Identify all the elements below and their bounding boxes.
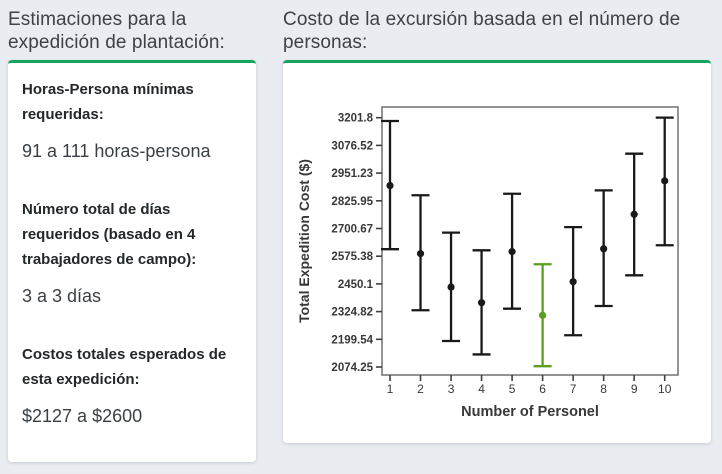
errorbar-personnel-3 [442,231,461,343]
person-hours-value: 91 a 111 horas-persona [22,141,211,161]
mean-point-4 [477,299,486,307]
y-tick-label: 2199.54 [331,334,373,346]
days-label: Número total de días requeridos (basado … [22,201,197,268]
estimates-panel-title: Estimaciones para la expedición de plant… [8,9,225,53]
days-value: 3 a 3 días [22,286,102,306]
errorbar-personnel-5 [503,192,522,310]
mean-point-9 [630,210,638,218]
y-axis-title: Total Expedition Cost ($) [296,159,312,323]
estimate-section-days: Número total de días requeridos (basado … [22,197,242,309]
x-tick-label: 5 [509,382,516,396]
y-tick-label: 3076.52 [331,140,373,152]
x-tick-label: 3 [448,382,455,396]
chart-card: 3201.8 3076.52 2951.23 2825.95 2700.67 2575.3… [283,60,711,443]
app-page: Estimaciones para la expedición de plant… [8,8,714,462]
estimates-column: Estimaciones para la expedición de plant… [8,8,256,462]
y-tick-label: 2575.38 [331,251,373,263]
mean-point-7 [569,278,577,286]
x-tick-label: 10 [658,382,672,396]
x-tick-label: 6 [539,382,546,396]
errorbar-personnel-7 [564,225,583,337]
y-tick-label: 3201.8 [338,113,374,125]
y-tick-label: 2951.23 [331,168,373,180]
errorbar-personnel-2 [411,194,430,312]
errorbar-personnel-1 [381,119,399,251]
x-tick-label: 2 [417,382,424,396]
mean-point-8 [600,245,608,253]
chart-column: Costo de la excursión basada en el númer… [283,8,711,462]
y-tick-label: 2324.82 [331,307,373,319]
mean-point-5 [508,248,516,256]
y-tick-label: 2825.95 [331,196,373,208]
errorbar-personnel-8 [594,189,613,308]
errorbar-personnel-4 [472,249,491,356]
x-axis-title: Number of Personel [461,404,599,420]
x-tick-label: 9 [631,382,638,396]
x-tick-label: 7 [570,382,577,396]
mean-point-3 [447,283,455,291]
x-tick-label: 1 [387,382,394,396]
chart-panel-title: Costo de la excursión basada en el númer… [283,9,681,53]
x-tick-label: 4 [478,382,485,396]
costs-value: $2127 a $2600 [22,406,143,426]
errorbar-personnel-9 [625,152,644,277]
y-tick-label: 2074.25 [331,362,373,374]
mean-point-6 [539,311,547,319]
expedition-cost-chart: 3201.8 3076.52 2951.23 2825.95 2700.67 2575.3… [296,106,679,420]
y-tick-label: 2700.67 [331,223,373,235]
errorbar-personnel-10 [655,116,674,247]
person-hours-label: Horas-Persona mínimas requeridas: [22,81,194,123]
y-tick-label: 2450.1 [338,279,374,291]
mean-point-1 [386,181,394,190]
plot-frame [381,106,679,376]
x-tick-label: 8 [600,382,607,396]
errorbar-personnel-6 [533,263,552,368]
estimate-section-person-hours: Horas-Persona mínimas requeridas: 91 a 1… [22,77,242,164]
estimates-card: Horas-Persona mínimas requeridas: 91 a 1… [8,60,256,462]
mean-point-10 [661,177,669,185]
estimate-section-costs: Costos totales esperados de esta expedic… [22,342,242,429]
mean-point-2 [416,250,425,258]
costs-label: Costos totales esperados de esta expedic… [22,346,227,388]
